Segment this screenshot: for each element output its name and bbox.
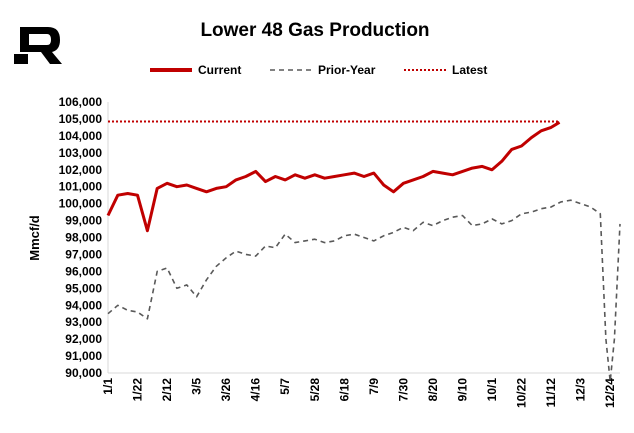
- x-tick-label: 12/24: [603, 378, 617, 408]
- y-axis-label: Mmcf/d: [27, 215, 42, 261]
- y-tick-label: 102,000: [59, 163, 103, 177]
- y-tick-label: 92,000: [65, 332, 102, 346]
- x-tick-label: 5/28: [308, 378, 322, 402]
- y-tick-label: 105,000: [59, 112, 103, 126]
- x-tick-label: 12/3: [574, 378, 588, 402]
- y-tick-label: 97,000: [65, 247, 102, 261]
- x-tick-label: 7/9: [367, 378, 381, 395]
- x-tick-label: 10/22: [515, 378, 529, 408]
- x-tick-label: 6/18: [337, 378, 351, 402]
- legend-item-latest: Latest: [404, 63, 487, 77]
- y-tick-label: 104,000: [59, 129, 103, 143]
- y-tick-label: 100,000: [59, 197, 103, 211]
- legend: Current Prior-Year Latest: [150, 63, 487, 77]
- legend-item-prior-year: Prior-Year: [270, 63, 376, 77]
- logo: [14, 27, 62, 64]
- y-tick-label: 90,000: [65, 366, 102, 380]
- y-tick-label: 103,000: [59, 146, 103, 160]
- x-tick-label: 3/26: [219, 378, 233, 402]
- chart-title: Lower 48 Gas Production: [200, 20, 429, 41]
- x-tick-label: 11/12: [544, 378, 558, 408]
- y-tick-label: 94,000: [65, 298, 102, 312]
- y-tick-label: 95,000: [65, 281, 102, 295]
- x-tick-label: 8/20: [426, 378, 440, 402]
- y-tick-label: 106,000: [59, 95, 103, 109]
- series-line-current: [106, 121, 561, 233]
- x-tick-label: 5/7: [278, 378, 292, 395]
- x-tick-label: 4/16: [249, 378, 263, 402]
- y-tick-label: 101,000: [59, 180, 103, 194]
- y-tick-label: 93,000: [65, 315, 102, 329]
- legend-item-current: Current: [150, 63, 241, 77]
- x-tick-label: 1/1: [101, 378, 115, 395]
- y-tick-label: 91,000: [65, 349, 102, 363]
- x-tick-label: 9/10: [455, 378, 469, 402]
- y-tick-label: 96,000: [65, 264, 102, 278]
- x-tick-label: 3/5: [190, 378, 204, 395]
- series-line-prior-year: [107, 199, 621, 383]
- x-tick-label: 2/12: [160, 378, 174, 402]
- y-tick-label: 98,000: [65, 231, 102, 245]
- x-tick-label: 7/30: [396, 378, 410, 402]
- svg-text:Prior-Year: Prior-Year: [318, 63, 376, 77]
- x-tick-label: 1/22: [131, 378, 145, 402]
- svg-text:Current: Current: [198, 63, 241, 77]
- x-tick-label: 10/1: [485, 378, 499, 402]
- y-tick-label: 99,000: [65, 214, 102, 228]
- svg-text:Latest: Latest: [452, 63, 487, 77]
